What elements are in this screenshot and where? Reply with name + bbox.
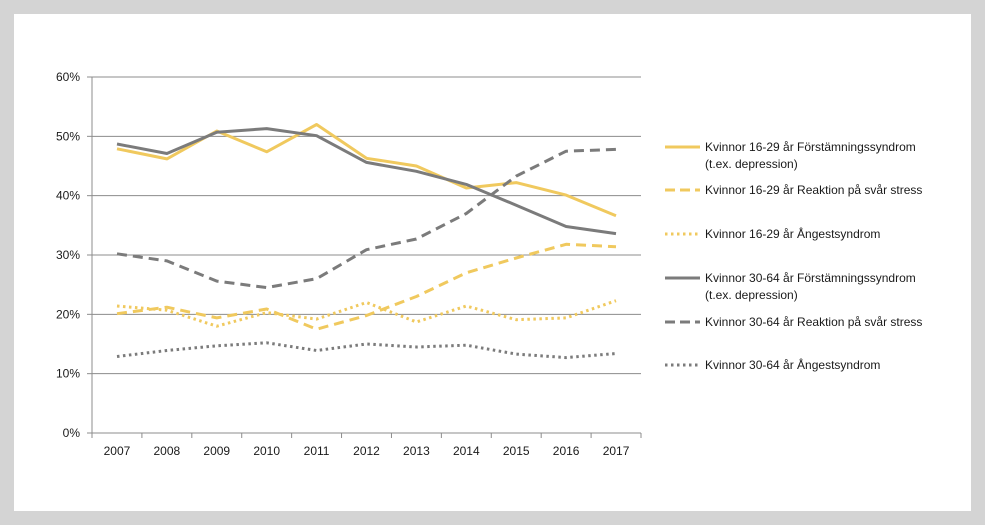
legend-label-2: Kvinnor 16-29 år Reaktion på svår stress xyxy=(705,183,922,197)
x-tick-label: 2007 xyxy=(104,444,131,458)
y-tick-label: 0% xyxy=(63,426,81,440)
y-tick-label: 60% xyxy=(56,70,80,84)
series-line-2 xyxy=(116,242,617,331)
y-tick-label: 50% xyxy=(56,129,80,143)
gridlines xyxy=(92,76,641,375)
y-tick-label: 30% xyxy=(56,248,80,262)
legend-label-5: Kvinnor 30-64 år Reaktion på svår stress xyxy=(705,315,922,329)
series-line-1 xyxy=(116,123,617,218)
y-tick-label: 40% xyxy=(56,189,80,203)
series-line-4 xyxy=(116,127,617,236)
x-tick-label: 2009 xyxy=(203,444,230,458)
x-tick-label: 2010 xyxy=(253,444,280,458)
series-line-6 xyxy=(116,341,617,360)
series-lines xyxy=(116,123,617,360)
legend: Kvinnor 16-29 år Förstämningssyndrom (t.e… xyxy=(665,140,922,372)
x-tick-label: 2016 xyxy=(553,444,580,458)
legend-label-6: Kvinnor 30-64 år Ångestsyndrom xyxy=(705,357,880,372)
chart-panel: 0% 10% 20% 30% 40% 50% 60% 2007 2008 2009 2010 2011… xyxy=(14,14,971,511)
y-tick-label: 20% xyxy=(56,307,80,321)
x-tick-label: 2011 xyxy=(304,444,330,458)
x-tick-label: 2012 xyxy=(353,444,380,458)
axes: 0% 10% 20% 30% 40% 50% 60% 2007 2008 2009 2010 2011… xyxy=(56,70,642,458)
x-tick-label: 2014 xyxy=(453,444,480,458)
legend-label-1: Kvinnor 16-29 år Förstämningssyndrom xyxy=(705,140,916,154)
x-tick-label: 2015 xyxy=(503,444,530,458)
x-tick-label: 2013 xyxy=(403,444,430,458)
legend-label-4: Kvinnor 30-64 år Förstämningssyndrom xyxy=(705,271,916,285)
x-tick-label: 2017 xyxy=(603,444,630,458)
legend-label-3: Kvinnor 16-29 år Ångestsyndrom xyxy=(705,226,880,241)
legend-label-4: (t.ex. depression) xyxy=(705,288,798,302)
series-line-5 xyxy=(116,147,617,290)
legend-label-1: (t.ex. depression) xyxy=(705,157,798,171)
x-tick-label: 2008 xyxy=(154,444,181,458)
y-tick-label: 10% xyxy=(56,367,80,381)
series-line-3 xyxy=(116,299,617,328)
line-chart: 0% 10% 20% 30% 40% 50% 60% 2007 2008 2009 2010 2011… xyxy=(56,70,922,458)
